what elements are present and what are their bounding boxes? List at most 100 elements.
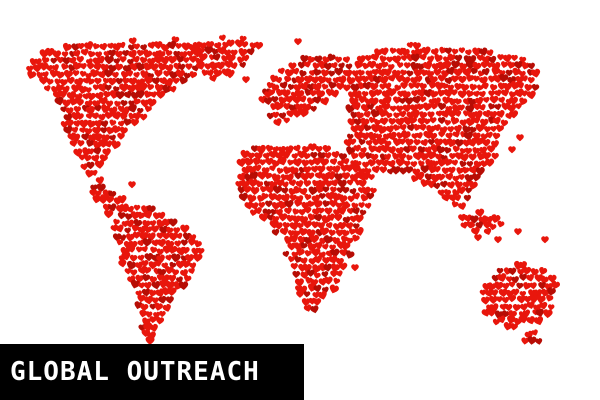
heart-icon <box>532 315 545 327</box>
heart-icon <box>463 194 472 202</box>
heart-icon <box>509 322 519 331</box>
heart-icon <box>92 146 103 156</box>
heart-icon <box>338 262 348 271</box>
heart-icon <box>242 76 250 84</box>
heart-icon <box>76 55 85 64</box>
heart-icon <box>277 67 286 76</box>
heart-icon <box>61 51 69 58</box>
heart-icon <box>515 282 524 290</box>
heart-icon <box>450 75 459 83</box>
heart-icon <box>79 70 87 78</box>
heart-icon <box>302 179 312 188</box>
heart-icon <box>243 157 255 168</box>
heart-icon <box>413 138 421 147</box>
heart-icon <box>345 63 353 71</box>
heart-icon <box>437 74 446 83</box>
heart-icon <box>254 41 264 51</box>
heart-icon <box>280 187 289 195</box>
heart-icon <box>128 181 136 189</box>
heart-icon <box>182 57 190 64</box>
heart-icon <box>180 239 188 247</box>
heart-icon <box>507 294 517 303</box>
heart-icon <box>389 105 397 113</box>
heart-icon <box>294 38 302 46</box>
banner-title: GLOBAL OUTREACH <box>10 357 260 387</box>
heart-icon <box>491 152 499 160</box>
heart-icon <box>315 145 323 153</box>
heart-icon <box>300 159 310 168</box>
heart-icon <box>369 187 378 195</box>
heart-icon <box>327 70 336 78</box>
heart-icon <box>480 296 491 306</box>
heart-icon <box>117 132 125 140</box>
heart-icon <box>158 310 166 318</box>
heart-icon <box>529 281 538 290</box>
heart-icon <box>337 179 348 189</box>
region-new-zealand <box>520 328 543 346</box>
heart-icon <box>283 117 290 124</box>
heart-icon <box>364 54 372 62</box>
heart-icon <box>537 266 548 277</box>
heart-icon <box>312 297 322 306</box>
heart-icon <box>357 151 367 160</box>
heart-icon <box>185 63 193 71</box>
heart-icon <box>519 273 528 282</box>
heart-icon <box>512 303 522 312</box>
heart-icon <box>140 245 149 254</box>
heart-icon <box>98 42 109 52</box>
heart-icon <box>146 83 155 92</box>
heart-icon <box>319 96 331 107</box>
heart-icon <box>404 97 414 106</box>
heart-icon <box>427 111 435 119</box>
heart-icon <box>94 159 105 170</box>
heart-icon <box>358 202 366 209</box>
heart-icon <box>43 84 52 93</box>
heart-icon <box>278 212 288 222</box>
heart-icon <box>72 69 80 77</box>
heart-icon <box>226 71 234 79</box>
heart-icon <box>218 34 227 42</box>
heart-icon <box>279 226 290 237</box>
heart-icon <box>531 83 540 92</box>
heart-icon <box>493 103 502 111</box>
heart-icon <box>86 62 95 70</box>
region-europe <box>258 52 353 128</box>
heart-icon <box>379 166 388 174</box>
heart-icon <box>156 90 166 99</box>
heart-icon <box>379 117 389 126</box>
heart-icon <box>433 53 444 64</box>
heart-icon <box>127 103 139 114</box>
heart-icon <box>404 165 414 174</box>
heart-icon <box>458 160 467 169</box>
heart-icon <box>103 68 114 79</box>
heart-icon <box>547 304 555 311</box>
heart-icon <box>450 89 458 96</box>
heart-icon <box>400 82 408 90</box>
heart-icon <box>403 62 411 69</box>
heart-icon <box>496 220 505 229</box>
heart-icon <box>386 56 394 63</box>
heart-icon <box>466 160 474 168</box>
heart-icon <box>107 77 117 86</box>
heart-icon <box>150 225 160 233</box>
heart-icon <box>338 222 347 230</box>
heart-icon <box>321 144 332 154</box>
heart-icon <box>368 174 375 181</box>
heart-icon <box>124 227 132 235</box>
heart-icon <box>437 116 446 125</box>
heart-icon <box>451 159 459 167</box>
heart-icon <box>468 83 478 92</box>
heart-icon <box>104 84 112 92</box>
heart-icon <box>50 57 58 64</box>
region-australia <box>479 260 561 332</box>
heart-icon <box>410 53 421 63</box>
heart-icon <box>264 200 273 208</box>
heart-icon <box>485 158 495 167</box>
heart-icon <box>474 234 482 242</box>
heart-icon <box>329 157 339 166</box>
heart-icon <box>342 55 351 64</box>
heart-icon <box>240 41 249 48</box>
heart-icon <box>464 49 473 57</box>
heart-icon <box>371 165 382 175</box>
heart-icon <box>272 185 283 195</box>
